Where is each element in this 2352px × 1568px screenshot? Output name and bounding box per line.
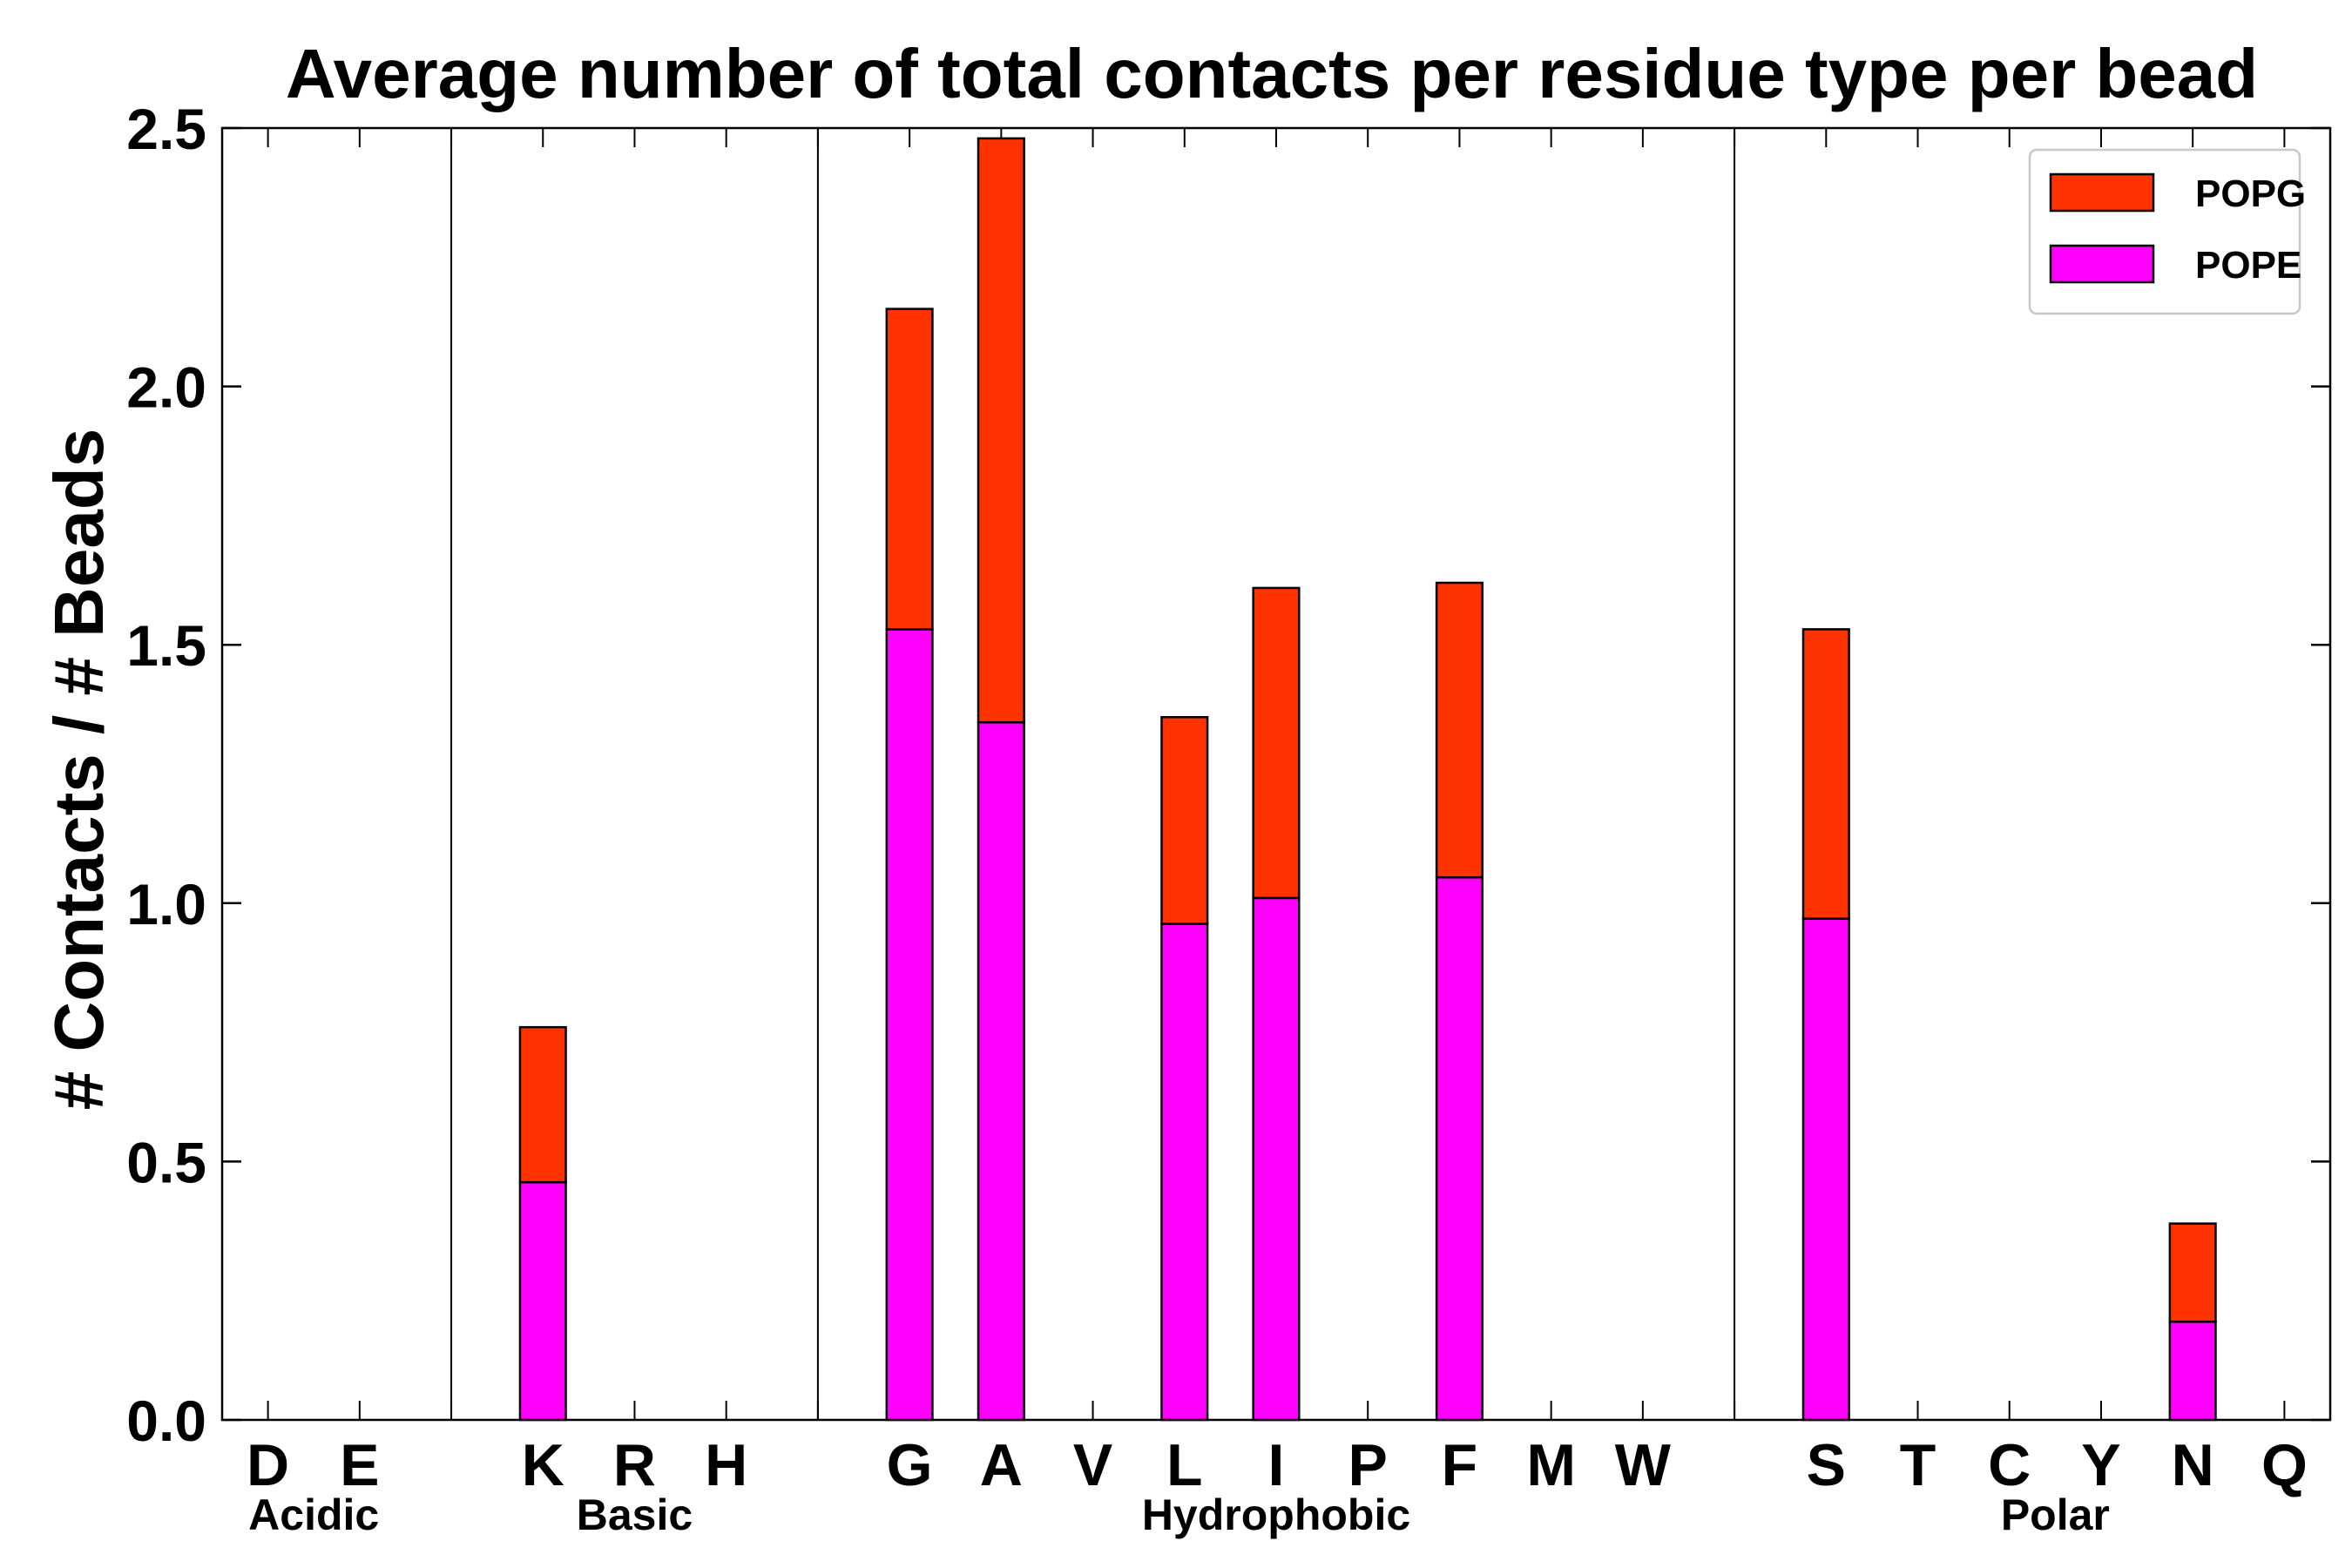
x-tick-label-F: F <box>1442 1432 1478 1498</box>
x-tick-label-M: M <box>1526 1432 1576 1498</box>
group-label-hydrophobic: Hydrophobic <box>1142 1490 1410 1539</box>
x-tick-label-D: D <box>247 1432 289 1498</box>
x-tick-label-S: S <box>1807 1432 1846 1498</box>
bar-pope-F <box>1435 875 1484 1422</box>
plot-area: 0.0 0.5 1.0 1.5 2.0 2.5 D E K R H G A V L I P F M W S T C Y N Q Ac… <box>126 97 2332 1539</box>
y-tick-label: 0.5 <box>126 1130 206 1194</box>
legend-swatch-popg <box>2049 172 2155 213</box>
legend: POPG POPE <box>2028 148 2306 315</box>
y-axis-label: # Contacts / # Beads <box>40 429 118 1111</box>
group-label-basic: Basic <box>577 1490 693 1539</box>
bar-pope-L <box>1160 923 1209 1422</box>
x-tick-label-T: T <box>1900 1432 1936 1498</box>
x-tick-label-H: H <box>705 1432 747 1498</box>
y-tick-label: 1.5 <box>126 613 206 678</box>
x-tick-label-L: L <box>1166 1432 1203 1498</box>
x-tick-label-C: C <box>1988 1432 2031 1498</box>
bar-pope-S <box>1801 917 1850 1422</box>
bar-popg-A <box>977 137 1025 724</box>
legend-swatch-pope <box>2049 244 2155 284</box>
x-tick-label-G: G <box>887 1432 933 1498</box>
group-label-polar: Polar <box>2001 1490 2110 1539</box>
y-tick-label: 1.0 <box>126 872 206 936</box>
x-tick-label-A: A <box>980 1432 1023 1498</box>
x-tick-label-N: N <box>2172 1432 2214 1498</box>
x-tick-label-Q: Q <box>2261 1432 2308 1498</box>
bar-pope-K <box>518 1180 567 1422</box>
bar-pope-G <box>885 628 934 1422</box>
x-tick-label-V: V <box>1073 1432 1112 1498</box>
x-tick-label-K: K <box>522 1432 564 1498</box>
x-tick-label-E: E <box>340 1432 379 1498</box>
group-label-acidic: Acidic <box>248 1490 379 1539</box>
bar-popg-S <box>1801 628 1850 920</box>
bar-popg-L <box>1160 715 1209 925</box>
legend-label-popg: POPG <box>2195 172 2306 215</box>
bar-pope-N <box>2168 1321 2217 1422</box>
legend-label-pope: POPE <box>2195 244 2301 287</box>
bar-popg-F <box>1435 581 1484 879</box>
x-tick-label-I: I <box>1268 1432 1285 1498</box>
bar-popg-G <box>885 308 934 631</box>
bar-pope-A <box>977 720 1025 1422</box>
x-tick-label-Y: Y <box>2081 1432 2120 1498</box>
bar-popg-I <box>1252 586 1301 900</box>
x-tick-label-P: P <box>1348 1432 1388 1498</box>
bar-popg-K <box>518 1025 567 1184</box>
x-tick-label-W: W <box>1615 1432 1672 1498</box>
y-tick-label: 2.0 <box>126 355 206 420</box>
y-tick-label: 0.0 <box>126 1389 206 1453</box>
y-tick-label: 2.5 <box>126 97 206 161</box>
chart-title: Average number of total contacts per res… <box>286 35 2258 112</box>
x-tick-label-R: R <box>613 1432 656 1498</box>
bar-popg-N <box>2168 1222 2217 1323</box>
bar-pope-I <box>1252 896 1301 1422</box>
